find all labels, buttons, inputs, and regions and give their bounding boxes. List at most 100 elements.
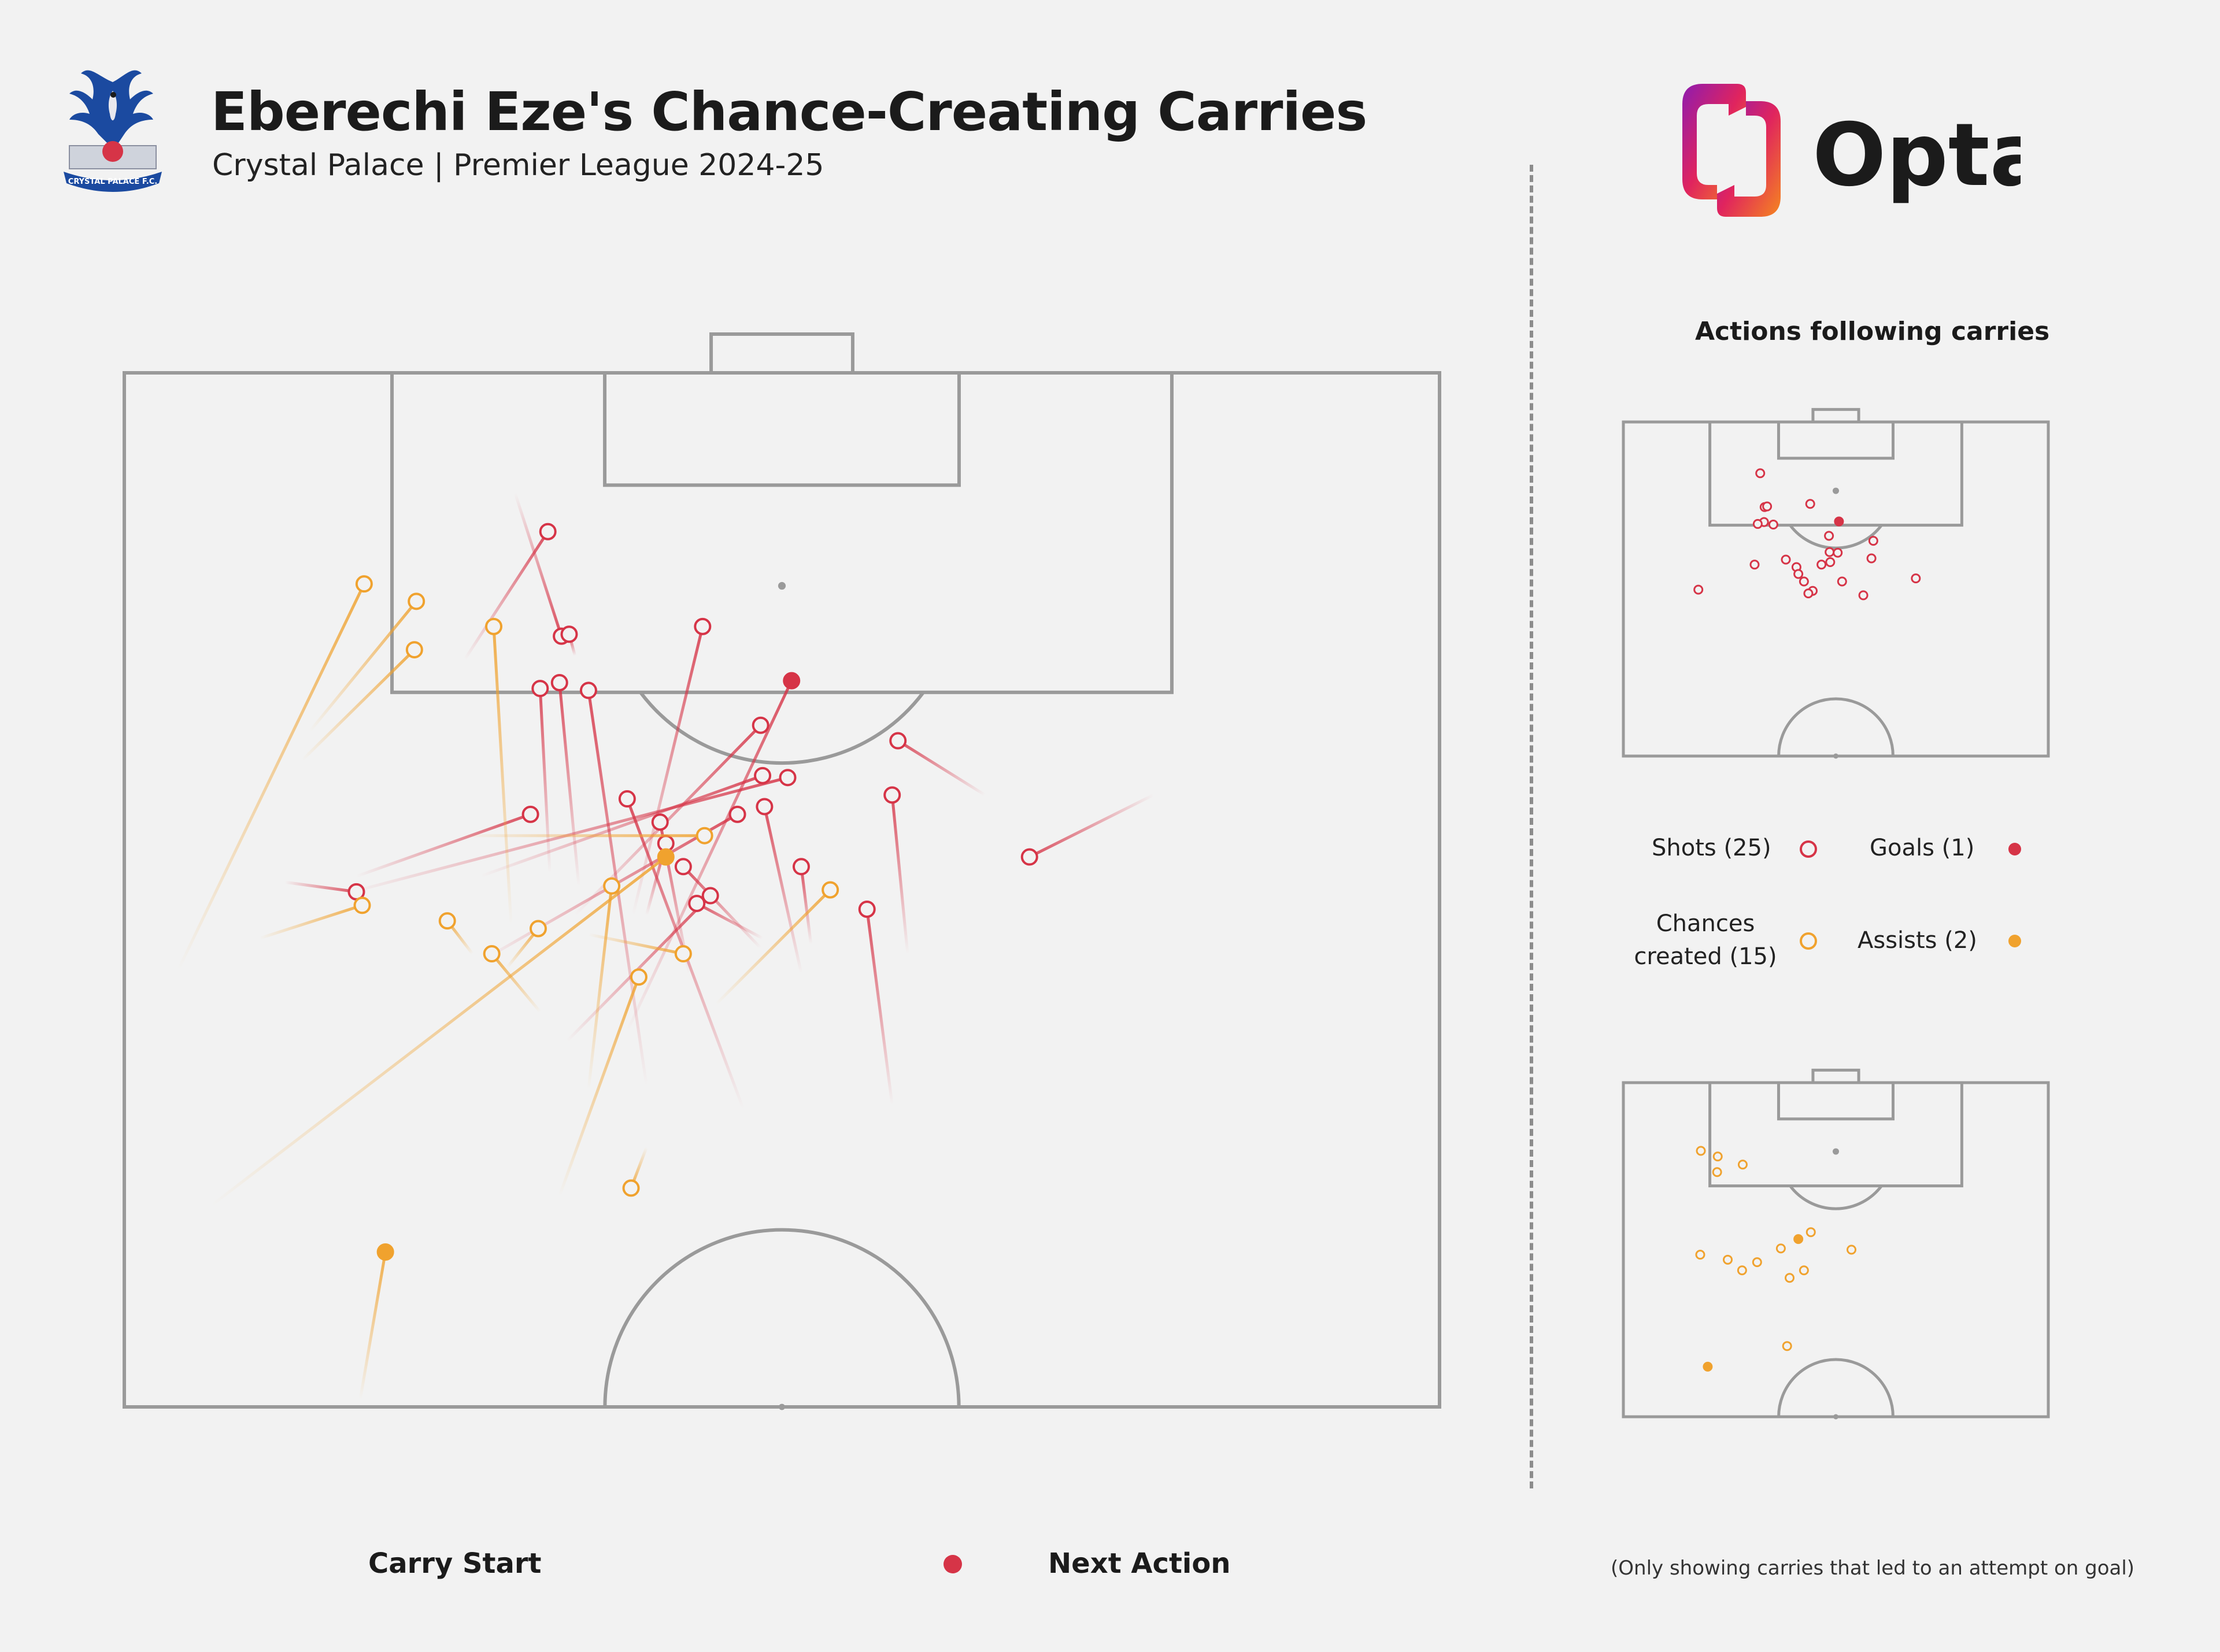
carry-line — [446, 919, 474, 955]
penalty-box — [1708, 420, 1963, 527]
legend-chances-line2: created (15) — [1634, 943, 1777, 970]
shot-marker — [792, 858, 810, 876]
carry-line — [463, 530, 550, 661]
chance-mini-marker — [1785, 1273, 1795, 1283]
legend-markers — [617, 840, 2021, 1573]
carry-line — [479, 774, 764, 878]
legend-assist-marker — [2008, 935, 2021, 947]
centre-spot — [779, 1403, 785, 1410]
shot-marker — [347, 883, 365, 901]
chance-marker — [695, 827, 713, 844]
page-title: Eberechi Eze's Chance-Creating Carries — [211, 81, 1367, 143]
chance-mini-marker — [1737, 1160, 1748, 1170]
carry-line — [626, 679, 793, 1033]
six-yard-box — [1777, 420, 1895, 460]
penalty-arc — [1789, 1185, 1883, 1210]
carry-line — [567, 632, 577, 657]
goal — [709, 332, 854, 375]
shot-marker — [779, 769, 797, 787]
goal — [1811, 408, 1860, 424]
shot-marker — [531, 680, 549, 698]
carry-line — [538, 687, 552, 874]
carry-line — [574, 724, 763, 917]
chance-marker — [529, 920, 547, 938]
carry-line — [565, 894, 712, 1043]
shot-marker — [701, 887, 719, 905]
chance-mini-marker — [1695, 1250, 1705, 1260]
shot-mini-marker — [1911, 573, 1921, 584]
shot-marker — [657, 835, 675, 853]
shot-marker — [521, 805, 539, 823]
penalty-box — [390, 371, 1174, 694]
penalty-spot — [1833, 1148, 1839, 1155]
next-action-label: Next Action — [1048, 1547, 1231, 1580]
carry-line — [354, 813, 532, 878]
legend-goal-marker — [2008, 843, 2021, 855]
shot-mini-marker — [1749, 560, 1760, 570]
chance-marker — [438, 912, 456, 930]
carry-legend-dot — [944, 1555, 962, 1573]
crest-text: CRYSTAL PALACE F.C. — [68, 177, 157, 186]
shot-marker — [728, 805, 746, 823]
shot-mini-marker — [1825, 547, 1835, 557]
shot-mini-marker — [1866, 553, 1877, 564]
shot-marker — [754, 766, 772, 784]
shot-marker — [694, 617, 712, 635]
chance-marker — [355, 575, 373, 593]
shot-marker — [618, 790, 636, 808]
eagle-icon — [69, 70, 153, 143]
shot-mini-marker — [1759, 502, 1770, 512]
shot-mini-marker — [1755, 468, 1766, 479]
chance-mini-marker — [1723, 1254, 1733, 1265]
chance-marker — [405, 641, 423, 659]
shot-mini-marker — [1693, 584, 1704, 595]
crystal-palace-crest-icon: CRYSTAL PALACE F.C. — [64, 70, 162, 192]
centre-circle — [1777, 1358, 1895, 1417]
legend-chances-line1: Chances — [1656, 910, 1755, 937]
chance-mini-marker — [1847, 1244, 1857, 1255]
penalty-arc — [639, 691, 925, 765]
opta-logo-icon: Opta — [1682, 84, 2021, 217]
centre-spot — [1833, 1414, 1838, 1420]
shot-mini-marker — [1805, 499, 1815, 509]
mini-pitch-shots — [1622, 408, 2050, 759]
chance-mini-marker — [1737, 1265, 1747, 1276]
main-pitch — [123, 332, 1441, 1410]
carry-line — [210, 855, 668, 1207]
shot-marker — [579, 681, 597, 699]
shot-mini-marker — [1858, 590, 1868, 601]
chance-marker — [674, 945, 692, 963]
mini-pitch-chances — [1622, 1068, 2050, 1420]
carry-line — [631, 625, 704, 917]
carry-line — [800, 865, 813, 946]
chance-marker — [622, 1179, 640, 1197]
chance-mini-marker — [1805, 1227, 1816, 1238]
shot-marker — [674, 858, 692, 876]
penalty-spot — [778, 581, 786, 590]
carry-line — [258, 903, 364, 940]
divider-line — [1530, 165, 1533, 1488]
chance-marker — [485, 617, 503, 635]
shot-mini-marker — [1799, 576, 1809, 587]
goal-marker — [783, 672, 801, 690]
chance-marker — [630, 968, 648, 986]
carry-line — [1028, 793, 1155, 859]
shot-mini-marker — [1824, 531, 1834, 541]
shot-marker — [752, 716, 769, 734]
assist-mini-marker — [1793, 1234, 1804, 1244]
shot-mini-marker — [1837, 576, 1847, 587]
carry-start-label: Carry Start — [368, 1547, 542, 1580]
chance-mini-marker — [1782, 1341, 1792, 1351]
chance-mini-marker — [1799, 1265, 1809, 1276]
chance-mini-marker — [1752, 1257, 1762, 1268]
pitch-outline — [123, 371, 1441, 1409]
carry-line — [763, 805, 803, 975]
assist-mini-marker — [1703, 1361, 1713, 1372]
carry-line — [283, 880, 358, 894]
carry-line — [492, 625, 513, 927]
shot-mini-marker — [1759, 517, 1769, 527]
chance-marker — [603, 877, 621, 895]
carry-line — [558, 975, 641, 1198]
carry-line — [505, 927, 540, 969]
